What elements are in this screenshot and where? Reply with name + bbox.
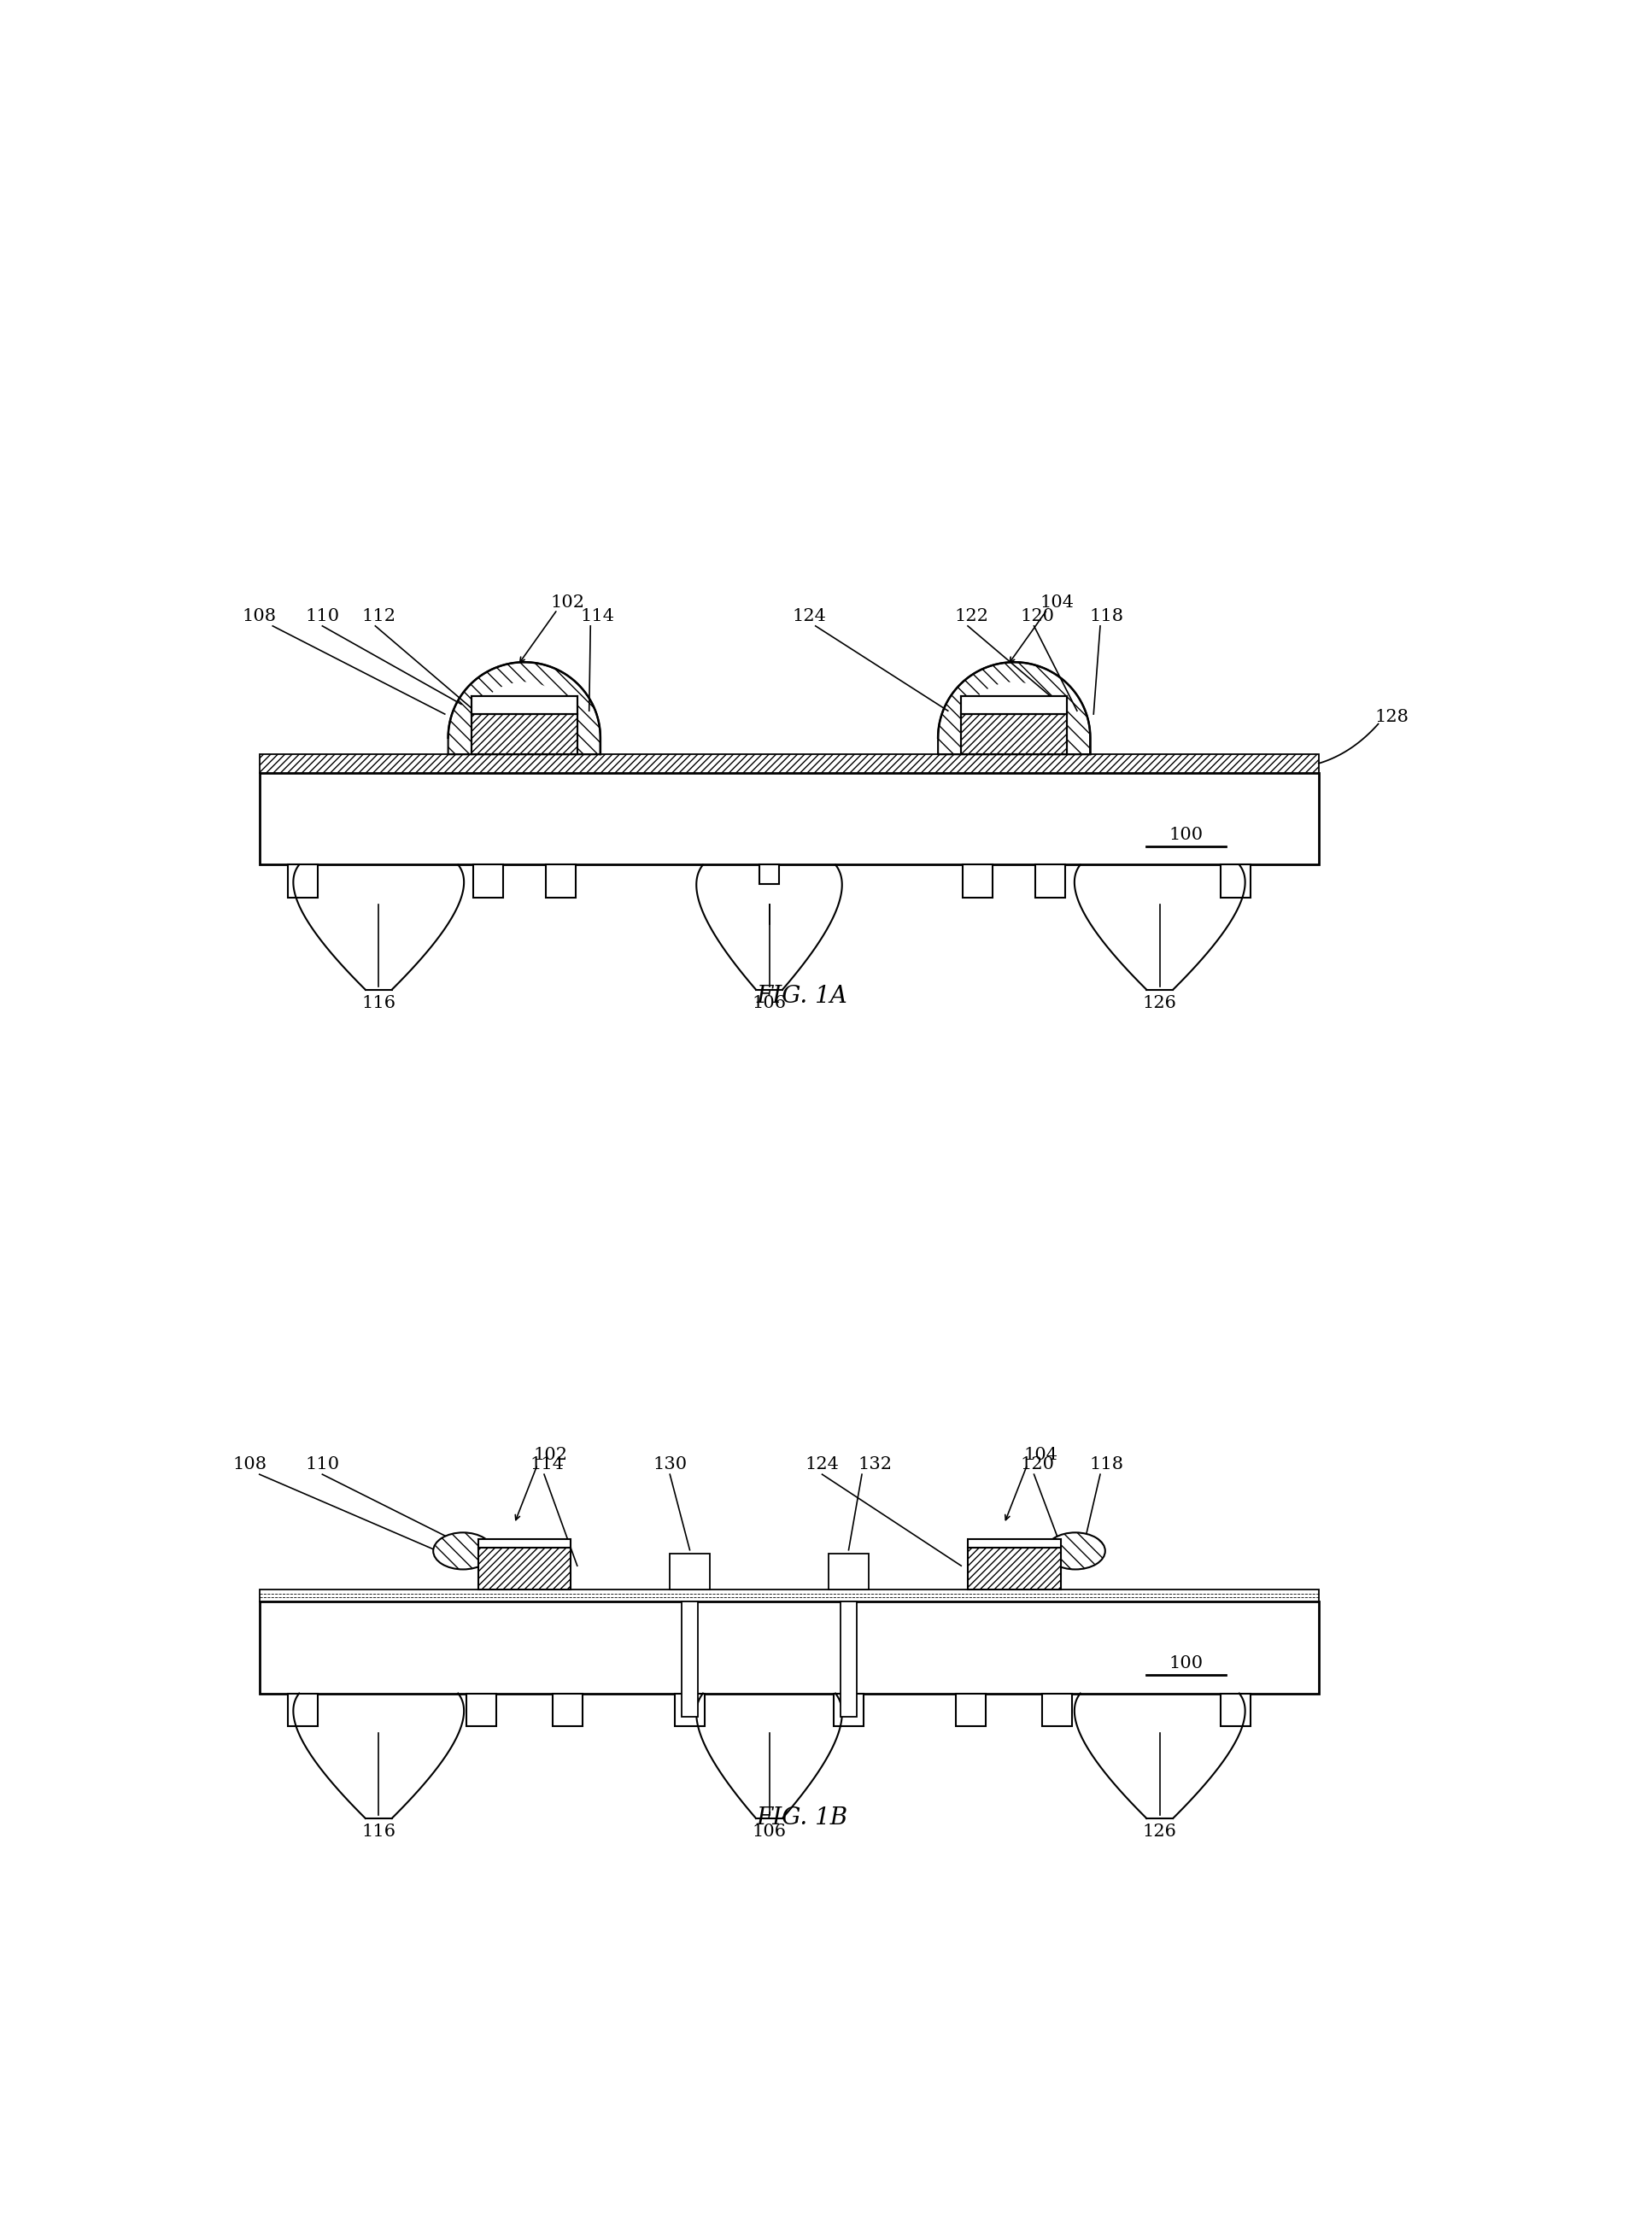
Text: 126: 126 bbox=[1143, 994, 1176, 1011]
Bar bbox=[968, 1538, 1061, 1549]
Bar bbox=[477, 1538, 570, 1549]
Bar bbox=[259, 1602, 1318, 1693]
Text: 104: 104 bbox=[1024, 1447, 1057, 1463]
Text: 108: 108 bbox=[233, 1456, 266, 1472]
Text: 116: 116 bbox=[362, 1824, 396, 1839]
Bar bbox=[760, 865, 780, 885]
Bar bbox=[1042, 1693, 1072, 1726]
Text: 112: 112 bbox=[362, 609, 396, 624]
Text: 100: 100 bbox=[1170, 828, 1203, 843]
Bar bbox=[841, 1602, 857, 1717]
Text: 120: 120 bbox=[1021, 609, 1054, 624]
Bar bbox=[471, 697, 577, 715]
Bar bbox=[1221, 865, 1251, 898]
Bar bbox=[259, 755, 1318, 772]
Text: 104: 104 bbox=[1041, 595, 1074, 611]
Text: 124: 124 bbox=[791, 609, 826, 624]
Bar bbox=[287, 865, 317, 898]
Bar bbox=[287, 1693, 317, 1726]
Bar bbox=[963, 865, 993, 898]
Text: 122: 122 bbox=[955, 609, 988, 624]
Bar bbox=[961, 715, 1067, 755]
Polygon shape bbox=[448, 662, 600, 755]
Bar bbox=[1221, 1693, 1251, 1726]
Text: 102: 102 bbox=[534, 1447, 568, 1463]
Bar bbox=[552, 1693, 582, 1726]
Polygon shape bbox=[938, 662, 1090, 755]
Polygon shape bbox=[471, 682, 577, 755]
Text: 108: 108 bbox=[243, 609, 276, 624]
Bar bbox=[957, 1693, 986, 1726]
Bar bbox=[676, 1693, 705, 1726]
Bar bbox=[259, 1589, 1318, 1602]
Text: 118: 118 bbox=[1090, 1456, 1123, 1472]
Bar bbox=[1036, 865, 1066, 898]
Text: 114: 114 bbox=[530, 1456, 565, 1472]
Text: 110: 110 bbox=[306, 609, 340, 624]
Text: 126: 126 bbox=[1143, 1824, 1176, 1839]
Text: FIG. 1A: FIG. 1A bbox=[757, 985, 847, 1007]
Text: 106: 106 bbox=[752, 994, 786, 1011]
Text: 132: 132 bbox=[857, 1456, 892, 1472]
Bar bbox=[834, 1693, 864, 1726]
Bar bbox=[829, 1554, 869, 1589]
Bar bbox=[466, 1693, 496, 1726]
Bar bbox=[477, 1549, 570, 1589]
Text: 106: 106 bbox=[752, 1824, 786, 1839]
Polygon shape bbox=[961, 682, 1067, 755]
Text: 116: 116 bbox=[362, 994, 396, 1011]
Bar bbox=[471, 715, 577, 755]
Ellipse shape bbox=[1046, 1534, 1105, 1569]
Text: 118: 118 bbox=[1090, 609, 1123, 624]
Ellipse shape bbox=[433, 1534, 492, 1569]
Bar bbox=[259, 772, 1318, 865]
Bar bbox=[682, 1602, 697, 1717]
Text: 114: 114 bbox=[580, 609, 615, 624]
Bar bbox=[968, 1549, 1061, 1589]
Bar bbox=[671, 1554, 710, 1589]
Text: 100: 100 bbox=[1170, 1655, 1203, 1671]
Bar bbox=[961, 697, 1067, 715]
Text: 130: 130 bbox=[653, 1456, 687, 1472]
Text: 120: 120 bbox=[1021, 1456, 1054, 1472]
Text: 102: 102 bbox=[550, 595, 585, 611]
Bar bbox=[472, 865, 502, 898]
Text: 110: 110 bbox=[306, 1456, 340, 1472]
Bar bbox=[545, 865, 575, 898]
Text: FIG. 1B: FIG. 1B bbox=[757, 1806, 847, 1830]
Text: 124: 124 bbox=[805, 1456, 839, 1472]
Text: 128: 128 bbox=[1374, 708, 1409, 726]
